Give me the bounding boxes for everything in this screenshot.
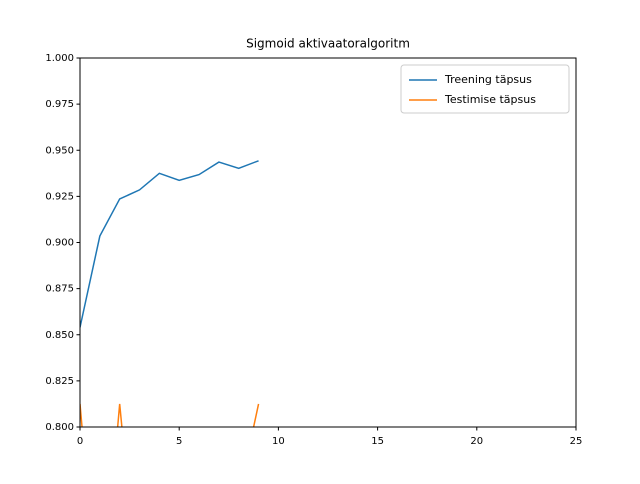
legend-label: Treening täpsus (444, 73, 532, 86)
y-tick-label: 0.875 (45, 284, 74, 295)
y-tick-label: 0.950 (45, 145, 74, 156)
y-tick-label: 0.825 (45, 376, 74, 387)
x-tick-label: 20 (470, 436, 483, 447)
chart-title: Sigmoid aktivaatoralgoritm (246, 37, 410, 51)
plot-frame (79, 57, 577, 428)
series-line (80, 160, 259, 328)
y-tick-label: 0.975 (45, 99, 74, 110)
y-tick-label: 0.925 (45, 191, 74, 202)
x-tick-label: 0 (77, 436, 83, 447)
legend-box (400, 64, 570, 114)
x-tick-label: 25 (570, 436, 583, 447)
y-tick-label: 0.900 (45, 238, 74, 249)
y-tick-label: 0.800 (45, 422, 74, 433)
x-tick-label: 10 (272, 436, 285, 447)
x-tick-label: 5 (176, 436, 182, 447)
y-tick-label: 1.000 (45, 53, 74, 64)
legend-label: Testimise täpsus (444, 93, 536, 106)
plot-area (80, 160, 260, 427)
x-tick-label: 15 (371, 436, 384, 447)
series-line (80, 403, 260, 427)
y-tick-label: 0.850 (45, 330, 74, 341)
